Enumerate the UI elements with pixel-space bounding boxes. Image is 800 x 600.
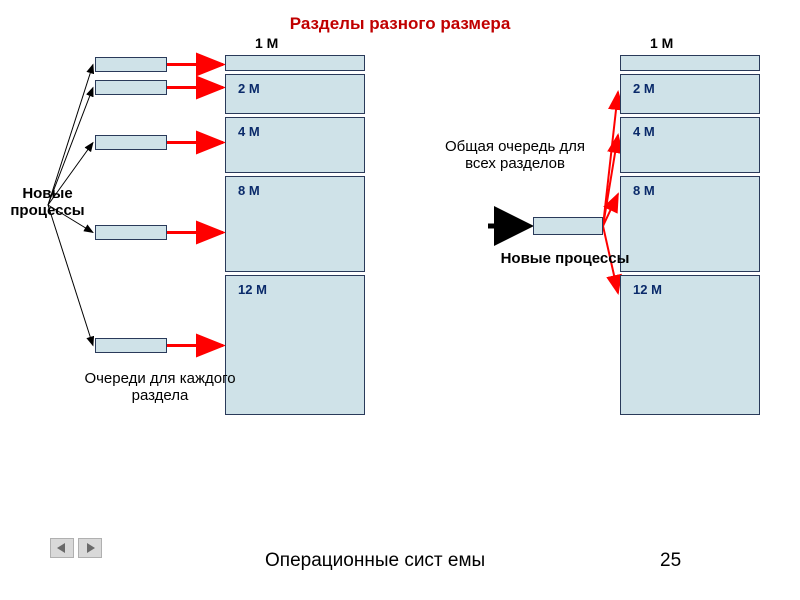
triangle-right-icon	[85, 543, 95, 553]
right-partition: 8 M	[620, 176, 760, 272]
left-processes-label: Новые процессы	[0, 185, 95, 219]
diagram-title: Разделы разного размера	[0, 14, 800, 34]
left-queue-box	[95, 135, 167, 150]
left-partition: 2 M	[225, 74, 365, 114]
left-queue-box	[95, 80, 167, 95]
right-partition: 4 M	[620, 117, 760, 173]
left-header: 1 M	[255, 35, 278, 51]
right-header: 1 M	[650, 35, 673, 51]
right-partition	[620, 55, 760, 71]
right-partition: 2 M	[620, 74, 760, 114]
left-queue-box	[95, 225, 167, 240]
left-partition-label: 4 M	[238, 124, 260, 139]
right-partition-label: 4 M	[633, 124, 655, 139]
left-partition-label: 8 M	[238, 183, 260, 198]
right-processes-label: Новые процессы	[500, 250, 630, 267]
nav-next-button[interactable]	[78, 538, 102, 558]
right-partition-label: 8 M	[633, 183, 655, 198]
left-partition: 12 M	[225, 275, 365, 415]
right-partition-label: 2 M	[633, 81, 655, 96]
right-queue-box	[533, 217, 603, 235]
right-partition: 12 M	[620, 275, 760, 415]
triangle-left-icon	[57, 543, 67, 553]
footer-text: Операционные сист емы	[265, 550, 525, 572]
page-number: 25	[660, 550, 681, 572]
left-queue-box	[95, 57, 167, 72]
left-partition	[225, 55, 365, 71]
left-queue-box	[95, 338, 167, 353]
left-partition: 4 M	[225, 117, 365, 173]
nav-prev-button[interactable]	[50, 538, 74, 558]
left-partition-label: 2 M	[238, 81, 260, 96]
left-partition-label: 12 M	[238, 282, 267, 297]
right-partition-label: 12 M	[633, 282, 662, 297]
left-queues-label: Очереди для каждого раздела	[80, 370, 240, 404]
right-queue-label: Общая очередь для всех разделов	[430, 138, 600, 172]
left-partition: 8 M	[225, 176, 365, 272]
